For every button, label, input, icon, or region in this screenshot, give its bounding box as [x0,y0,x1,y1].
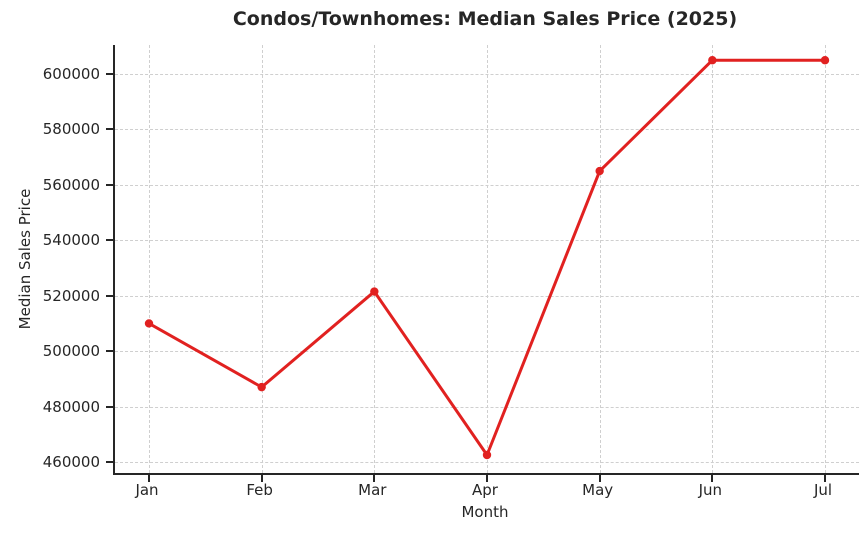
y-tick-label: 540000 [42,231,100,250]
data-point [482,450,492,460]
chart-title: Condos/Townhomes: Median Sales Price (20… [232,8,738,30]
x-tick-label: May [582,481,614,499]
y-tick-label: 520000 [42,286,100,305]
y-tick-mark [106,73,113,76]
data-point [144,319,154,328]
data-point [370,287,379,296]
grid-line-vertical [825,45,826,473]
y-tick-label: 480000 [42,397,100,416]
y-tick-mark [106,183,113,186]
x-tick-label: Jul [813,481,833,499]
y-tick-mark [106,350,113,353]
y-tick-mark [106,239,113,242]
x-axis-label: Month [461,503,509,521]
data-point [820,56,830,65]
grid-line-vertical [712,45,714,473]
y-tick-mark [106,128,113,131]
x-tick-mark [148,475,150,482]
data-point [708,56,717,65]
y-tick-label: 560000 [42,175,100,194]
y-tick-label: 500000 [42,342,100,361]
grid-line-vertical [599,45,601,473]
x-tick-label: Apr [472,481,498,499]
x-tick-mark [824,475,826,482]
grid-line-vertical [149,45,150,473]
x-tick-label: Jan [135,481,159,499]
x-tick-mark [260,475,263,482]
data-point [595,166,604,176]
x-tick-label: Mar [358,481,387,499]
grid-line-vertical [261,45,263,473]
y-tick-mark [106,294,113,297]
y-tick-label: 580000 [42,120,100,139]
grid-line-vertical [374,45,376,473]
x-tick-mark [711,475,714,482]
x-tick-mark [598,475,601,482]
series-line [147,58,827,457]
x-tick-label: Jun [698,481,723,499]
y-tick-mark [106,460,113,463]
grid-line-vertical [487,45,488,473]
x-tick-label: Feb [246,481,273,499]
y-tick-label: 460000 [42,452,100,471]
y-tick-label: 600000 [42,65,100,84]
y-tick-mark [106,405,113,408]
x-tick-mark [373,475,376,482]
series-plot [144,56,830,460]
plot-area [106,45,859,482]
x-tick-mark [486,475,488,482]
y-axis-label: Median Sales Price [16,188,34,330]
data-point [257,382,266,392]
